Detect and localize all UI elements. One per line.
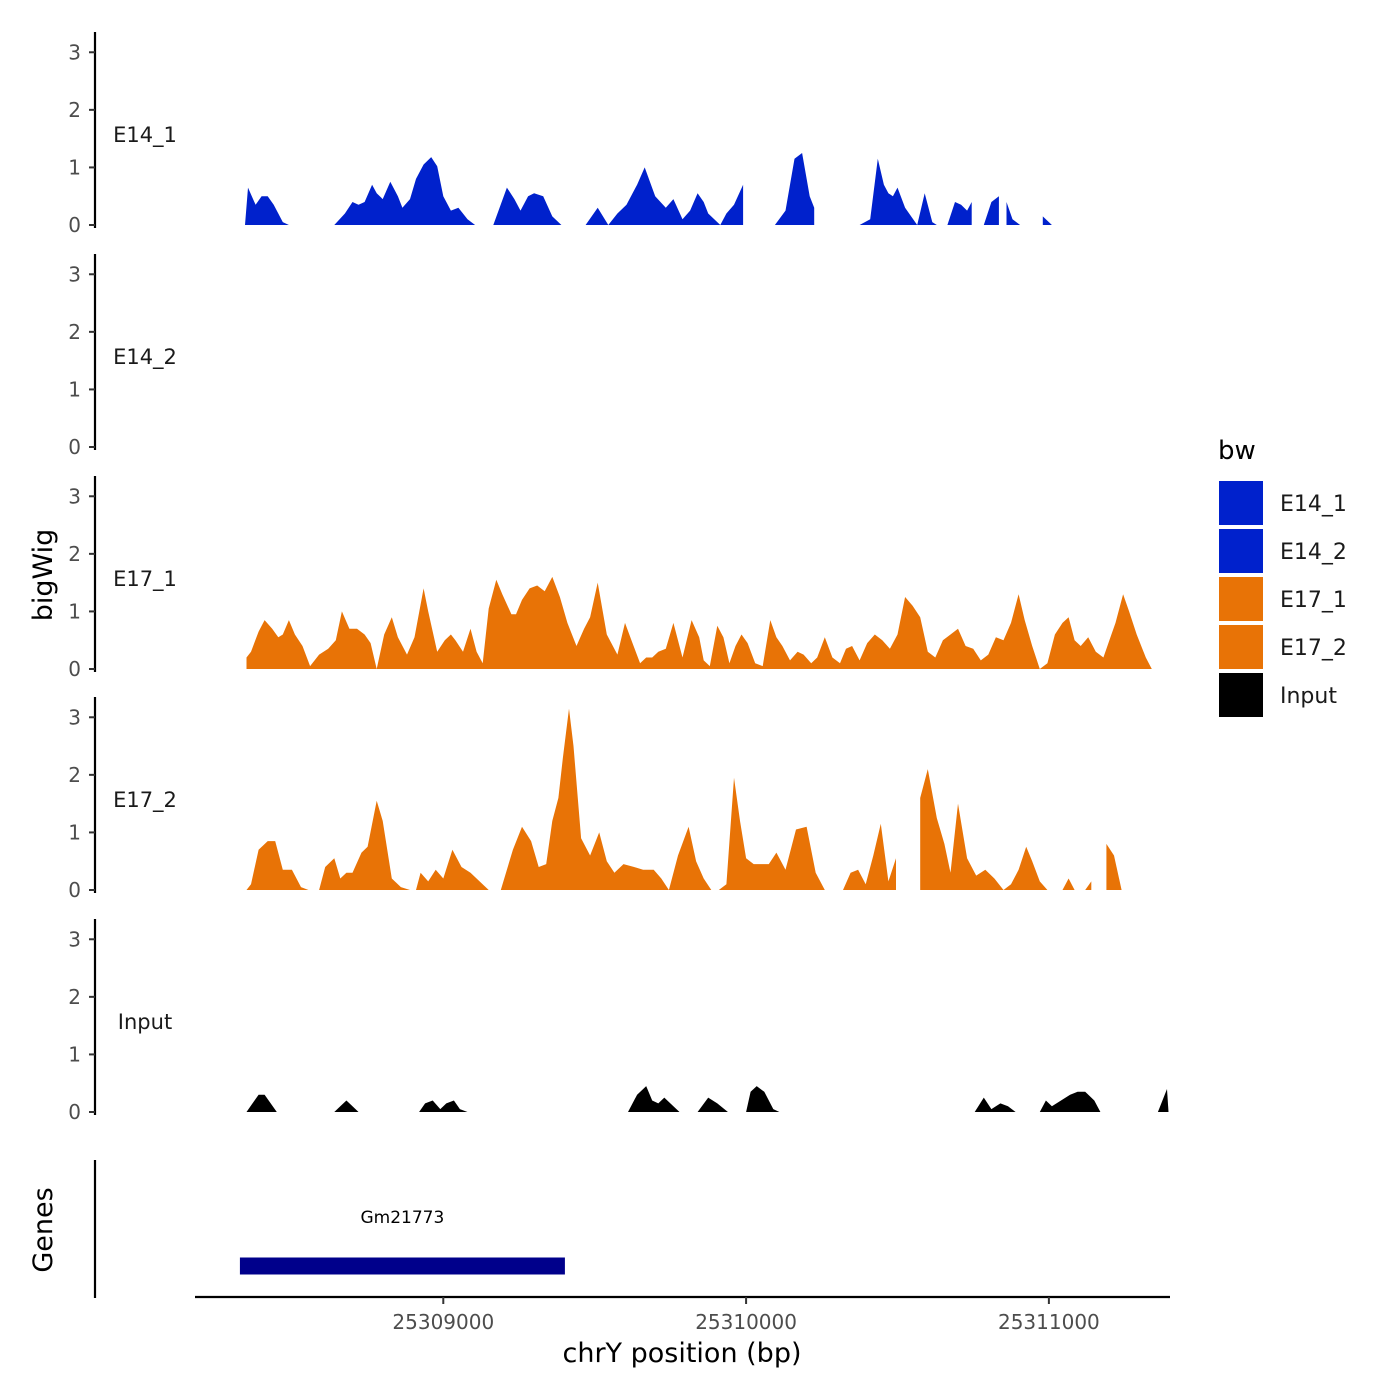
gene-name-label: Gm21773 (361, 1208, 445, 1228)
y-tick-label: 2 (68, 98, 81, 122)
signal-area-E17_2 (246, 841, 309, 890)
legend-label-Input: Input (1280, 684, 1337, 709)
genes-axis-title: Genes (28, 1187, 59, 1272)
y-tick-label: 0 (68, 435, 81, 459)
y-axis-title: bigWig (28, 529, 59, 622)
track-label: Input (118, 1010, 172, 1034)
track-label: E14_1 (113, 123, 177, 148)
signal-area-Input (746, 1086, 780, 1112)
legend-key-E17_2 (1217, 623, 1265, 671)
y-tick-label: 3 (68, 262, 81, 286)
signal-area-Input (334, 1100, 359, 1112)
y-tick-label: 2 (68, 542, 81, 566)
legend-label-E14_2: E14_2 (1280, 540, 1347, 565)
signal-area-E14_1 (493, 187, 566, 225)
signal-area-Input (628, 1086, 680, 1112)
y-tick-label: 0 (68, 1100, 81, 1124)
track-label: E17_1 (113, 567, 177, 592)
signal-area-E17_2 (1085, 881, 1092, 890)
y-tick-label: 3 (68, 40, 81, 64)
signal-area-E17_2 (500, 708, 825, 890)
signal-area-Input (1039, 1091, 1101, 1112)
signal-area-E17_2 (920, 769, 1048, 890)
signal-area-E17_2 (416, 849, 495, 890)
y-tick-label: 3 (68, 484, 81, 508)
legend-label-E17_1: E17_1 (1280, 588, 1347, 613)
track-panel-E17_1: 0 1 2 3 E17_1 (68, 476, 1169, 681)
x-axis: 25309000 25310000 25311000 (195, 1295, 1170, 1334)
signal-area-E14_1 (774, 153, 815, 225)
track-label: E17_2 (113, 788, 177, 813)
x-tick-label: 25309000 (392, 1310, 494, 1334)
y-tick-label: 1 (68, 155, 81, 179)
y-tick-label: 0 (68, 878, 81, 902)
signal-area-E17_2 (319, 800, 410, 890)
x-tick-label: 25311000 (998, 1310, 1100, 1334)
y-tick-label: 2 (68, 985, 81, 1009)
y-tick-label: 1 (68, 599, 81, 623)
legend-title: bw (1218, 436, 1256, 466)
signal-area-Input (246, 1094, 283, 1112)
signal-area-E14_1 (245, 187, 295, 225)
signal-area-Input (419, 1100, 468, 1112)
track-panel-Input: 0 1 2 3 Input (68, 919, 1169, 1124)
y-tick-label: 3 (68, 705, 81, 729)
legend-key-E17_1 (1217, 575, 1265, 623)
track-panels: 0 1 2 3 E14_1 0 1 2 3 E14_2 0 1 2 3 E17_1 0 1 2 3 E17_2 0 1 2 3… (68, 32, 1169, 1124)
y-tick-label: 3 (68, 927, 81, 951)
signal-area-E17_2 (843, 823, 896, 890)
signal-area-Input (1157, 1089, 1169, 1112)
signal-area-E14_1 (1006, 202, 1021, 225)
y-tick-label: 1 (68, 1042, 81, 1066)
signal-area-E14_1 (947, 202, 972, 225)
x-tick-label: 25310000 (695, 1310, 797, 1334)
signal-area-E14_1 (334, 157, 476, 225)
legend-label-E14_1: E14_1 (1280, 492, 1347, 517)
signal-area-Input (697, 1097, 728, 1112)
y-tick-label: 1 (68, 820, 81, 844)
y-tick-label: 2 (68, 763, 81, 787)
legend-label-E17_2: E17_2 (1280, 636, 1347, 661)
signal-area-E17_2 (1062, 878, 1075, 890)
signal-area-E14_1 (1042, 216, 1057, 225)
y-tick-label: 0 (68, 657, 81, 681)
track-panel-E14_2: 0 1 2 3 E14_2 (68, 254, 177, 459)
track-label: E14_2 (113, 345, 177, 370)
gene-model-bar (239, 1257, 565, 1275)
signal-area-E17_2 (1106, 843, 1122, 890)
y-tick-label: 0 (68, 213, 81, 237)
legend-key-E14_1 (1217, 479, 1265, 527)
signal-area-E14_1 (585, 167, 744, 225)
signal-area-E17_1 (246, 576, 1169, 669)
x-axis-title: chrY position (bp) (562, 1338, 801, 1369)
legend: bw E14_1 E14_2 E17_1 E17_2 Input (1217, 436, 1347, 719)
legend-key-E14_2 (1217, 527, 1265, 575)
y-tick-label: 1 (68, 377, 81, 401)
signal-area-Input (974, 1097, 1024, 1112)
signal-area-E14_1 (859, 158, 937, 225)
track-panel-E17_2: 0 1 2 3 E17_2 (68, 697, 1122, 902)
signal-area-E14_1 (983, 196, 999, 225)
legend-key-Input (1217, 671, 1265, 719)
y-tick-label: 2 (68, 320, 81, 344)
genes-panel: Gm21773 (93, 1160, 565, 1298)
track-panel-E14_1: 0 1 2 3 E14_1 (68, 32, 1057, 237)
